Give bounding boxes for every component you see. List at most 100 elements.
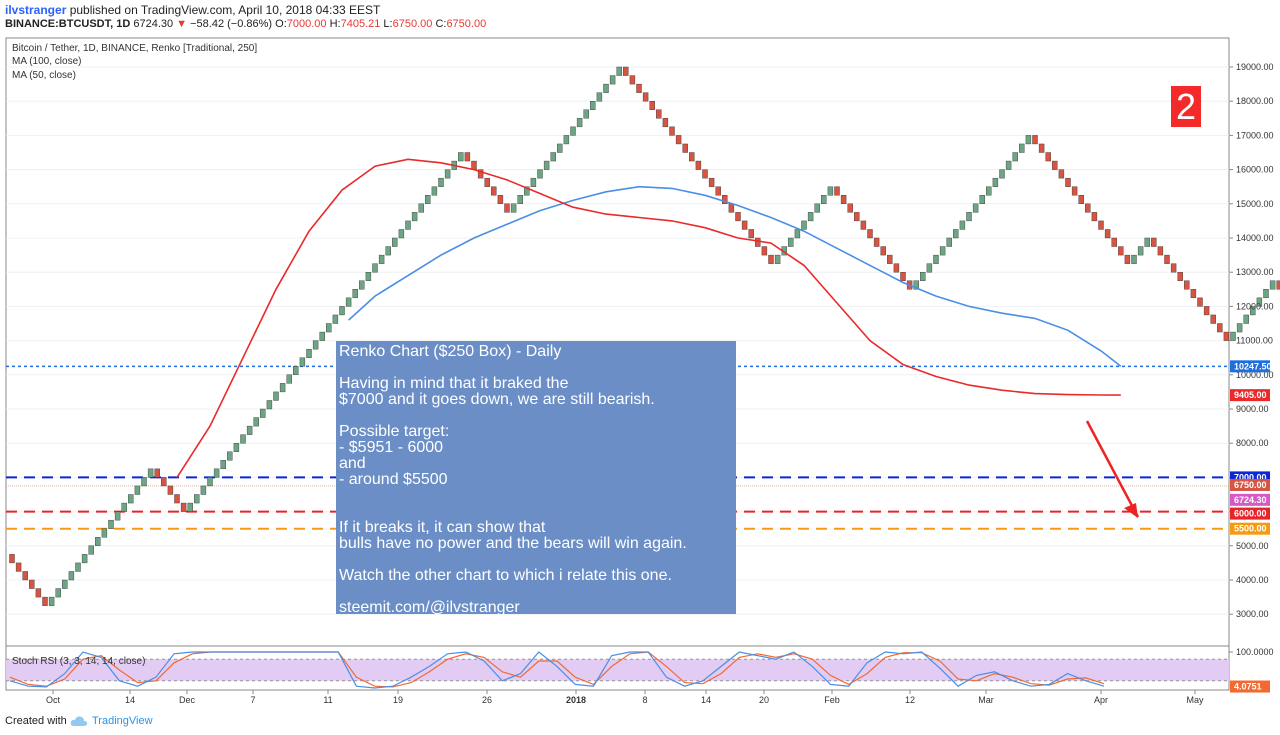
renko-brick-up — [372, 263, 378, 273]
renko-brick-up — [240, 434, 246, 444]
x-tick-label: May — [1186, 695, 1204, 705]
renko-brick-up — [273, 391, 279, 401]
renko-brick-up — [576, 118, 583, 128]
stoch-rsi-band-fill — [6, 659, 1229, 681]
stoch-rsi-k-line — [9, 651, 1105, 689]
renko-brick-down — [623, 66, 629, 76]
renko-brick-up — [972, 203, 979, 213]
renko-brick-down — [1197, 297, 1203, 307]
renko-brick-up — [207, 477, 213, 487]
renko-brick-down — [1276, 280, 1280, 290]
renko-brick-down — [887, 254, 893, 264]
renko-brick-up — [68, 571, 75, 581]
y-tick-label: 10000.00 — [1236, 370, 1274, 380]
publish-info: published on TradingView.com, April 10, … — [69, 3, 381, 17]
renko-brick-up — [788, 237, 794, 247]
high-value: 7405.21 — [340, 18, 381, 30]
open-label: O: — [275, 18, 287, 30]
renko-brick-down — [167, 485, 174, 495]
renko-brick-down — [675, 135, 682, 145]
renko-brick-down — [728, 203, 735, 213]
x-tick-label: 14 — [701, 695, 711, 705]
renko-brick-up — [101, 528, 108, 538]
renko-brick-up — [147, 468, 154, 478]
note-text: Having in mind that it braked the — [339, 375, 569, 392]
renko-brick-up — [1012, 152, 1018, 162]
renko-brick-up — [279, 383, 286, 393]
price-label: 6750.00 — [1234, 480, 1267, 490]
renko-brick-down — [1071, 186, 1078, 196]
y-tick-label: 14000.00 — [1236, 233, 1274, 243]
renko-brick-up — [385, 246, 391, 256]
renko-brick-down — [682, 143, 688, 153]
renko-brick-up — [570, 126, 576, 136]
rsi-last-label: 4.0751 — [1234, 682, 1262, 692]
renko-brick-down — [1177, 272, 1183, 281]
renko-brick-up — [48, 596, 55, 606]
renko-brick-down — [695, 160, 702, 170]
renko-brick-up — [299, 357, 306, 367]
renko-brick-up — [194, 494, 200, 504]
tradingview-link[interactable]: TradingView — [92, 715, 153, 727]
x-tick-label: Apr — [1094, 695, 1108, 705]
renko-brick-down — [1104, 229, 1111, 239]
renko-brick-down — [1223, 331, 1230, 341]
renko-brick-up — [95, 537, 101, 547]
note-text: Watch the other chart to which i relate … — [339, 567, 672, 584]
renko-brick-up — [339, 306, 345, 316]
renko-brick-up — [398, 229, 405, 239]
renko-brick-up — [134, 485, 141, 495]
renko-brick-down — [1170, 263, 1177, 273]
author-link[interactable]: ilvstranger — [5, 3, 67, 17]
renko-brick-up — [418, 203, 424, 213]
renko-brick-up — [444, 169, 451, 179]
renko-brick-up — [959, 220, 966, 230]
low-label: L: — [383, 18, 393, 30]
renko-brick-up — [293, 366, 299, 376]
renko-brick-down — [1118, 246, 1124, 256]
ma100-line — [348, 185, 1122, 367]
note-text: bulls have no power and the bears will w… — [339, 535, 687, 552]
renko-brick-up — [939, 246, 946, 256]
note-link[interactable]: steemit.com/@ilvstranger — [339, 599, 520, 616]
renko-brick-down — [880, 246, 886, 256]
renko-brick-down — [834, 186, 840, 196]
low-value: 6750.00 — [392, 18, 433, 30]
renko-brick-up — [213, 468, 220, 478]
renko-brick-up — [953, 229, 959, 239]
renko-brick-up — [108, 519, 114, 529]
renko-brick-up — [1025, 135, 1032, 145]
rsi-tick-label: 100.0000 — [1236, 647, 1274, 657]
renko-brick-up — [187, 502, 193, 512]
x-tick-label: 7 — [250, 695, 255, 705]
price-change: −58.42 (−0.86%) — [190, 18, 273, 30]
time-axis[interactable]: Oct 14 Dec 7 11 19 26 2018 8 14 20 Feb 12 Mar Apr May — [46, 690, 1204, 705]
chart-number-badge: 2 — [1171, 86, 1201, 127]
y-tick-label: 3000.00 — [1236, 609, 1269, 619]
note-text: - around $5500 — [339, 471, 448, 488]
renko-brick-up — [537, 169, 543, 179]
renko-brick-down — [1085, 203, 1091, 213]
renko-brick-up — [827, 186, 834, 196]
renko-brick-down — [768, 254, 774, 264]
renko-brick-down — [477, 169, 484, 179]
renko-brick-down — [840, 195, 847, 205]
renko-brick-up — [979, 195, 985, 205]
x-tick-label: 14 — [125, 695, 135, 705]
renko-brick-down — [656, 109, 662, 119]
renko-brick-up — [266, 400, 273, 410]
footer: Created with TradingView — [0, 712, 1280, 735]
price-axis[interactable]: 3000.00 4000.00 5000.00 6000.00 7000.00 8000.… — [1229, 62, 1274, 657]
renko-brick-down — [1124, 254, 1131, 264]
renko-brick-up — [543, 160, 550, 170]
note-text: - $5951 - 6000 — [339, 439, 444, 456]
renko-brick-down — [761, 246, 768, 256]
renko-brick-up — [55, 588, 61, 598]
y-tick-label: 16000.00 — [1236, 165, 1274, 175]
renko-brick-up — [1243, 314, 1249, 324]
renko-brick-up — [583, 109, 589, 119]
renko-brick-down — [722, 195, 728, 205]
renko-brick-down — [873, 237, 880, 247]
renko-brick-down — [1184, 280, 1190, 290]
renko-brick-up — [392, 237, 398, 247]
